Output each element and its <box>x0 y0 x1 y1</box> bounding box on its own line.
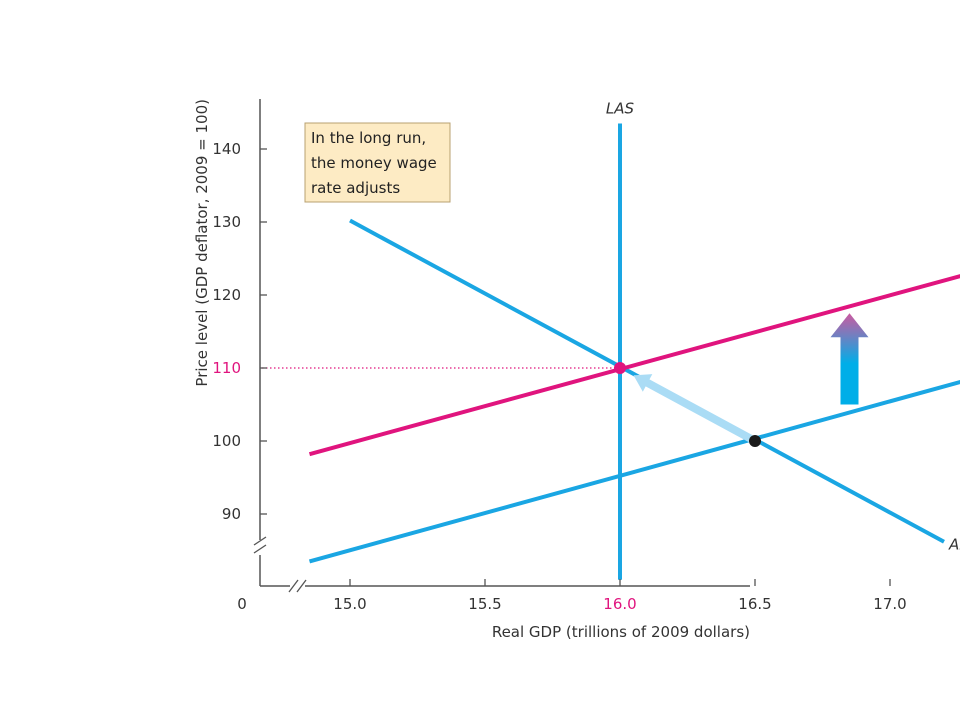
annotation-line-1: In the long run, <box>311 129 426 147</box>
y-axis-break <box>253 536 267 554</box>
x-tick-label: 16.0 <box>603 595 636 613</box>
x-tick-label: 15.5 <box>468 595 501 613</box>
series-label-las: LAS <box>606 99 635 117</box>
equilibrium-point-1 <box>749 435 761 447</box>
annotation-line-2: the money wage <box>311 154 437 172</box>
annotation-box <box>304 122 451 203</box>
series-line-sas2 <box>308 379 960 564</box>
origin-label: 0 <box>237 595 247 613</box>
y-tick-label: 100 <box>212 432 241 450</box>
annotation-line-3: rate adjusts <box>311 179 400 197</box>
movement-arrow <box>633 374 757 445</box>
y-tick-label: 120 <box>212 286 241 304</box>
shift-arrow <box>830 313 869 405</box>
y-tick-label: 110 <box>212 359 241 377</box>
ticks: 15.015.516.016.517.017.59010011012013014… <box>212 140 906 613</box>
series-label-ad: AD <box>948 536 960 554</box>
y-tick-label: 130 <box>212 213 241 231</box>
equilibrium-point-2 <box>614 362 626 374</box>
x-axis-break <box>288 579 307 593</box>
y-tick-label: 140 <box>212 140 241 158</box>
curve-labels: LASADSAS*SAS2 <box>606 99 960 553</box>
y-tick-label: 90 <box>222 505 241 523</box>
axes <box>253 99 750 593</box>
y-axis-title: Price level (GDP deflator, 2009 = 100) <box>193 99 211 387</box>
x-axis-title: Real GDP (trillions of 2009 dollars) <box>492 623 750 641</box>
series-line-sas-star <box>308 274 960 457</box>
x-tick-label: 15.0 <box>333 595 366 613</box>
annotation-note: In the long run, the money wage rate adj… <box>304 122 451 203</box>
x-tick-label: 16.5 <box>738 595 771 613</box>
x-tick-label: 17.0 <box>873 595 906 613</box>
plot-area <box>262 123 960 580</box>
